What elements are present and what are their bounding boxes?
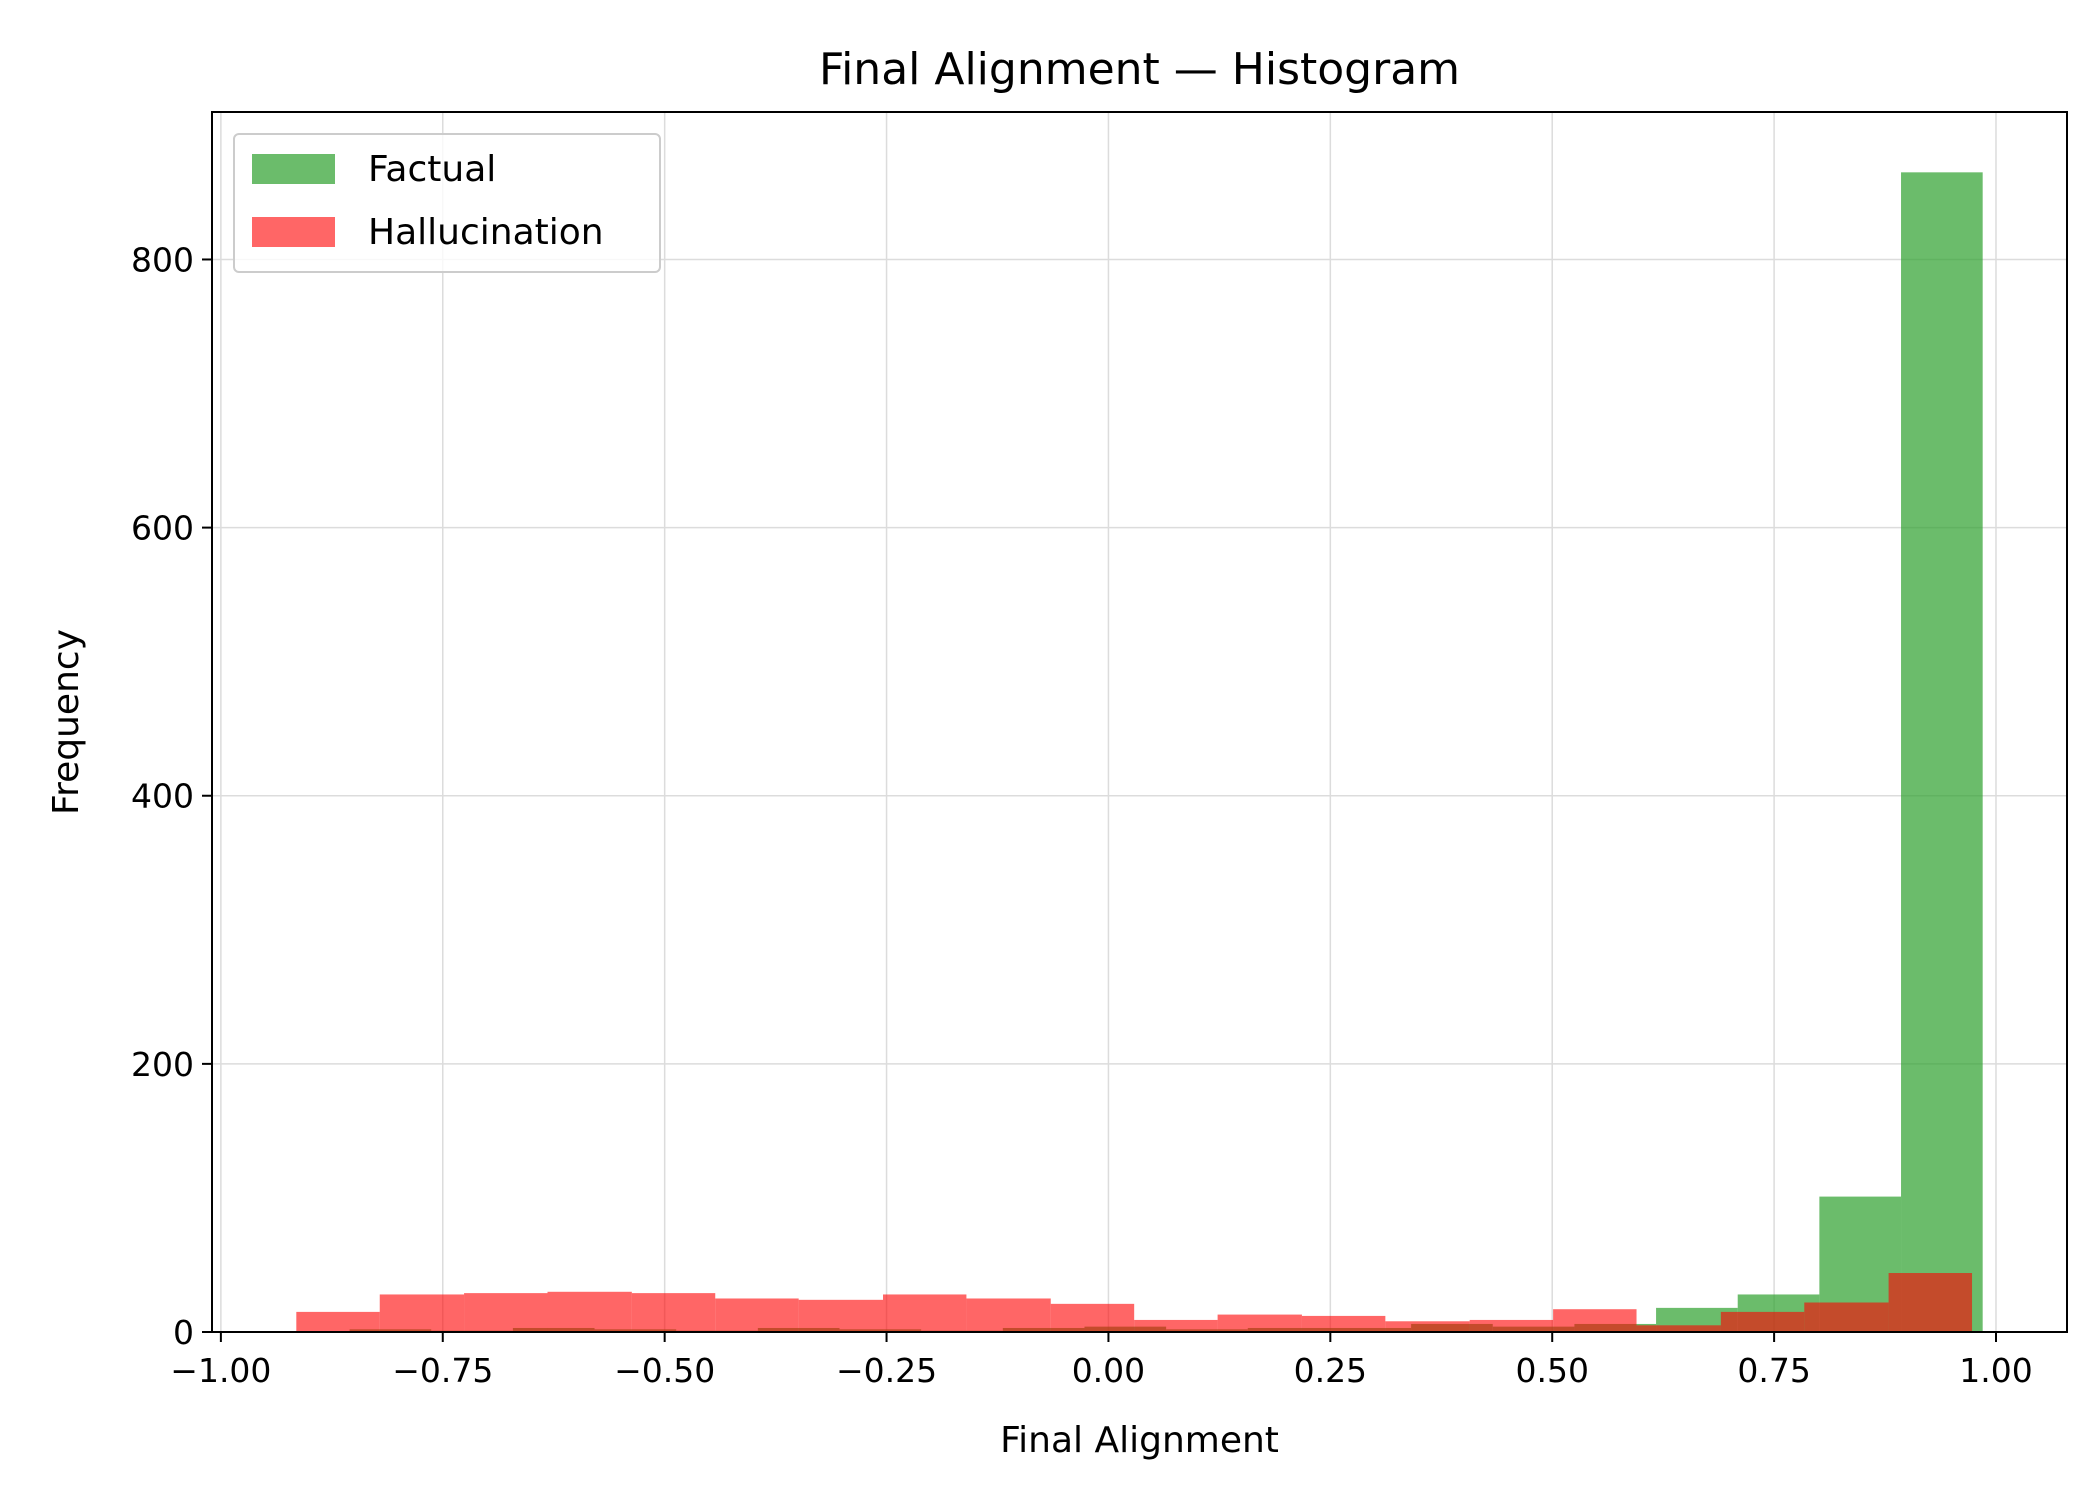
bar-hallucination-11 <box>1217 1314 1302 1332</box>
bar-hallucination-14 <box>1469 1319 1554 1332</box>
bar-hallucination-6 <box>798 1299 883 1332</box>
bar-hallucination-8 <box>966 1298 1051 1332</box>
bar-hallucination-3 <box>547 1291 632 1332</box>
bar-hallucination-10 <box>1134 1319 1218 1332</box>
legend-label-hallucination: Hallucination <box>368 212 604 253</box>
legend-box <box>233 133 661 273</box>
bar-hallucination-2 <box>464 1293 548 1332</box>
bar-hallucination-12 <box>1301 1315 1386 1332</box>
x-tick-label: −0.25 <box>836 1351 937 1390</box>
x-tick-label: 0.75 <box>1737 1351 1810 1390</box>
bar-hallucination-4 <box>631 1293 716 1332</box>
bar-hallucination-1 <box>379 1294 465 1332</box>
bar-hallucination-5 <box>715 1298 799 1332</box>
y-tick-label: 0 <box>173 1313 194 1352</box>
ticks: −1.00 −0.75 −0.50 −0.25 0.00 0.25 0.50 0.75 1.00… <box>131 240 2033 1390</box>
bar-hallucination-9 <box>1050 1303 1135 1332</box>
axes-frame <box>211 111 2068 1333</box>
bar-hallucination-16 <box>1636 1325 1721 1332</box>
y-tick-label: 400 <box>131 777 194 816</box>
bar-hallucination-15 <box>1553 1309 1637 1332</box>
legend-label-factual: Factual <box>368 149 496 190</box>
y-tick-label: 200 <box>131 1045 194 1084</box>
y-tick-label: 800 <box>131 240 194 279</box>
bar-hallucination-0 <box>296 1311 380 1332</box>
x-tick-label: 0.50 <box>1515 1351 1588 1390</box>
x-tick-label: −0.75 <box>392 1351 493 1390</box>
legend-swatch-hallucination <box>252 217 335 247</box>
bar-hallucination-19 <box>1888 1273 1973 1332</box>
x-tick-label: 0.00 <box>1072 1351 1145 1390</box>
x-tick-label: −0.50 <box>614 1351 715 1390</box>
bar-hallucination-13 <box>1385 1321 1470 1332</box>
x-tick-label: −1.00 <box>170 1351 271 1390</box>
x-tick-label: 0.25 <box>1294 1351 1367 1390</box>
chart-title: Final Alignment — Histogram <box>819 44 1460 95</box>
bar-hallucination-17 <box>1720 1311 1805 1332</box>
legend: Factual Hallucination <box>233 133 661 273</box>
x-tick-label: 1.00 <box>1959 1351 2032 1390</box>
x-axis-label: Final Alignment <box>1000 1420 1279 1461</box>
y-tick-label: 600 <box>131 509 194 548</box>
bars <box>296 172 1983 1332</box>
y-axis-label: Frequency <box>46 629 87 815</box>
legend-swatch-factual <box>252 154 335 184</box>
bar-hallucination-18 <box>1804 1302 1889 1332</box>
bar-hallucination-7 <box>882 1294 967 1332</box>
bar-factual-19 <box>1901 172 1983 1332</box>
